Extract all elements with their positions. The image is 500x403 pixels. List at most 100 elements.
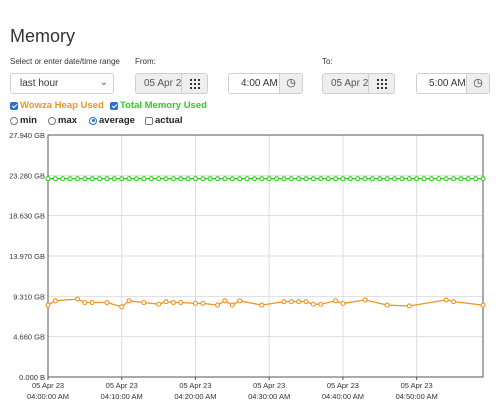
data-point-wowza-heap-used <box>480 302 486 308</box>
data-point-wowza-heap-used <box>215 302 221 308</box>
y-tick-label: 18.630 GB <box>9 212 45 221</box>
data-point-total-memory-used <box>133 176 140 182</box>
data-point-total-memory-used <box>244 176 250 182</box>
data-point-total-memory-used <box>45 176 51 182</box>
data-point-wowza-heap-used <box>89 299 95 306</box>
data-point-total-memory-used <box>362 176 368 182</box>
data-point-total-memory-used <box>163 176 169 182</box>
data-point-total-memory-used <box>458 176 464 182</box>
data-point-total-memory-used <box>303 176 309 182</box>
data-point-total-memory-used <box>126 176 132 182</box>
toggle-wowza-heap-label: Wowza Heap Used <box>20 100 104 111</box>
data-point-total-memory-used <box>369 176 375 182</box>
data-point-total-memory-used <box>399 176 405 182</box>
data-point-total-memory-used <box>310 176 316 182</box>
radio-max-dot[interactable] <box>48 116 56 125</box>
radio-max[interactable]: max <box>48 115 77 126</box>
data-point-wowza-heap-used <box>178 299 184 306</box>
data-point-total-memory-used <box>436 176 442 182</box>
from-time-input[interactable]: 4:00 AM <box>228 73 279 94</box>
data-point-wowza-heap-used <box>288 299 294 305</box>
y-tick-label: 27.940 GB <box>9 131 45 140</box>
data-point-wowza-heap-used <box>310 301 316 307</box>
data-point-wowza-heap-used <box>443 297 449 303</box>
range-label: Select or enter date/time range <box>10 57 120 66</box>
data-point-total-memory-used <box>318 176 324 182</box>
checkbox-wowza-heap[interactable] <box>10 101 18 110</box>
data-point-total-memory-used <box>229 176 235 182</box>
data-point-total-memory-used <box>347 176 353 182</box>
data-point-total-memory-used <box>355 176 361 182</box>
data-point-wowza-heap-used <box>222 298 228 304</box>
data-point-wowza-heap-used <box>126 298 132 304</box>
data-point-total-memory-used <box>266 176 272 182</box>
to-date-input[interactable]: 05 Apr 2 <box>322 73 368 94</box>
plot-border <box>47 134 484 378</box>
data-point-total-memory-used <box>414 176 420 182</box>
data-point-wowza-heap-used <box>200 300 206 306</box>
data-point-total-memory-used <box>104 176 110 182</box>
data-point-total-memory-used <box>237 176 243 182</box>
data-point-wowza-heap-used <box>450 299 457 305</box>
data-point-total-memory-used <box>480 176 486 182</box>
data-point-total-memory-used <box>406 176 412 182</box>
radio-min-label: min <box>20 115 37 126</box>
radio-average-dot[interactable] <box>89 116 97 125</box>
data-point-wowza-heap-used <box>362 297 368 303</box>
from-time-button[interactable]: ◷ <box>279 73 303 94</box>
radio-actual[interactable]: actual <box>145 115 182 126</box>
x-tick-date: 05 Apr 23 <box>179 381 211 390</box>
toggle-wowza-heap[interactable]: Wowza Heap Used <box>10 100 104 111</box>
data-point-wowza-heap-used <box>384 302 390 308</box>
radio-average[interactable]: average <box>89 115 135 126</box>
data-point-total-memory-used <box>215 176 221 182</box>
data-point-total-memory-used <box>60 176 66 182</box>
x-tick-time: 04:30:00 AM <box>248 392 290 401</box>
data-point-wowza-heap-used <box>303 299 309 305</box>
page-title: Memory <box>10 26 76 46</box>
x-tick-time: 04:40:00 AM <box>322 392 364 401</box>
data-point-total-memory-used <box>156 176 162 182</box>
data-point-total-memory-used <box>340 176 346 182</box>
data-point-total-memory-used <box>222 176 228 182</box>
data-point-total-memory-used <box>111 176 117 182</box>
data-point-wowza-heap-used <box>163 299 169 305</box>
data-point-total-memory-used <box>200 176 206 182</box>
to-calendar-button[interactable] <box>368 73 395 94</box>
data-point-total-memory-used <box>281 176 287 182</box>
toggle-total-memory-label: Total Memory Used <box>120 100 207 111</box>
radio-min-dot[interactable] <box>10 116 18 125</box>
data-point-total-memory-used <box>259 176 265 182</box>
data-point-total-memory-used <box>421 176 427 182</box>
data-point-total-memory-used <box>97 176 103 182</box>
range-select[interactable]: last hour ⌄ <box>10 73 114 94</box>
from-date-input[interactable]: 05 Apr 2 <box>135 73 181 94</box>
data-point-total-memory-used <box>274 176 280 182</box>
data-point-wowza-heap-used <box>192 300 199 306</box>
data-point-total-memory-used <box>443 176 449 182</box>
radio-actual-label: actual <box>155 115 183 126</box>
data-point-wowza-heap-used <box>281 299 287 305</box>
data-point-wowza-heap-used <box>82 299 88 306</box>
data-point-wowza-heap-used <box>45 302 51 308</box>
data-point-total-memory-used <box>391 176 398 182</box>
series-line-wowza-heap-used <box>47 298 484 308</box>
from-calendar-button[interactable] <box>181 73 208 94</box>
data-point-wowza-heap-used <box>156 301 162 307</box>
x-tick-time: 04:20:00 AM <box>174 392 216 401</box>
y-tick-label: 13.970 GB <box>9 252 45 261</box>
x-tick-date: 05 Apr 23 <box>253 381 285 390</box>
to-time-input[interactable]: 5:00 AM <box>416 73 466 94</box>
y-tick-label: 4.660 GB <box>13 333 45 342</box>
data-point-total-memory-used <box>473 176 479 182</box>
checkbox-total-memory[interactable] <box>110 101 118 110</box>
checkbox-actual[interactable] <box>145 116 153 125</box>
data-point-wowza-heap-used <box>104 299 110 306</box>
data-point-wowza-heap-used <box>259 302 265 308</box>
data-point-wowza-heap-used <box>119 304 125 310</box>
toggle-total-memory[interactable]: Total Memory Used <box>110 100 207 111</box>
data-point-total-memory-used <box>465 176 471 182</box>
to-time-button[interactable]: ◷ <box>466 73 490 94</box>
data-point-total-memory-used <box>377 176 383 182</box>
radio-min[interactable]: min <box>10 115 37 126</box>
